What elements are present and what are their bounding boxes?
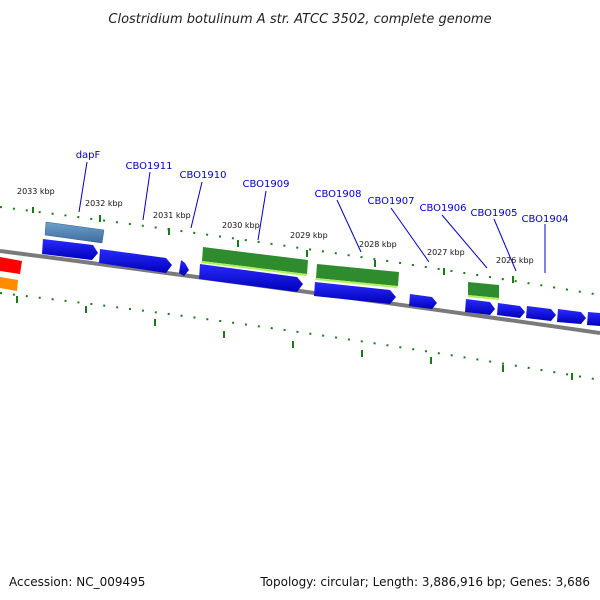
feature-orange[interactable] xyxy=(0,277,18,291)
tick-label: 2028 kbp xyxy=(359,240,397,249)
cds-arrow[interactable] xyxy=(199,264,303,292)
tick-label: 2033 kbp xyxy=(17,187,55,196)
gene-label-CBO1905[interactable]: CBO1905 xyxy=(471,208,518,219)
accession-text: Accession: NC_009495 xyxy=(9,575,145,589)
gene-label-CBO1910[interactable]: CBO1910 xyxy=(180,170,227,181)
outer-major-ticks xyxy=(32,207,514,283)
cds-arrow[interactable] xyxy=(557,309,586,324)
map-title: Clostridium botulinum A str. ATCC 3502, … xyxy=(108,12,491,27)
cds-arrow[interactable] xyxy=(42,239,98,260)
label-leader-lines xyxy=(78,161,546,273)
feature-CBO1905-rna[interactable] xyxy=(468,282,499,298)
cds-arrows xyxy=(42,239,600,326)
cds-arrow[interactable] xyxy=(465,299,495,315)
inner-tick-ring xyxy=(0,292,600,381)
tick-label: 2032 kbp xyxy=(85,199,123,208)
tick-label: 2031 kbp xyxy=(153,211,191,220)
topology-text: Topology: circular; Length: 3,886,916 bp… xyxy=(259,575,590,589)
cds-arrow[interactable] xyxy=(587,312,600,326)
tick-label: 2029 kbp xyxy=(290,231,328,240)
feature-CBO1908-rna[interactable] xyxy=(316,264,399,286)
gene-label-CBO1908[interactable]: CBO1908 xyxy=(315,189,362,200)
outer-features xyxy=(44,221,499,300)
cds-arrow[interactable] xyxy=(497,303,525,318)
gene-label-CBO1909[interactable]: CBO1909 xyxy=(243,179,290,190)
cds-arrow[interactable] xyxy=(526,306,556,321)
gene-label-dapF[interactable]: dapF xyxy=(76,150,101,161)
cds-arrow[interactable] xyxy=(314,282,396,304)
genome-backbone xyxy=(0,249,600,335)
gene-label-CBO1907[interactable]: CBO1907 xyxy=(368,196,415,207)
inner-major-ticks xyxy=(16,296,573,380)
feature-dapF[interactable] xyxy=(44,221,105,244)
cds-arrow[interactable] xyxy=(99,249,172,273)
tick-label: 2030 kbp xyxy=(222,221,260,230)
feature-CBO1909-rna[interactable] xyxy=(202,247,308,274)
cds-arrow[interactable] xyxy=(179,260,189,276)
cds-arrow[interactable] xyxy=(409,294,437,309)
gene-label-CBO1906[interactable]: CBO1906 xyxy=(420,203,467,214)
feature-red[interactable] xyxy=(0,257,22,274)
gene-label-CBO1911[interactable]: CBO1911 xyxy=(126,161,173,172)
outer-tick-ring xyxy=(0,206,600,296)
tick-label: 2026 kbp xyxy=(496,256,534,265)
gene-label-CBO1904[interactable]: CBO1904 xyxy=(522,214,569,225)
tick-label: 2027 kbp xyxy=(427,248,465,257)
